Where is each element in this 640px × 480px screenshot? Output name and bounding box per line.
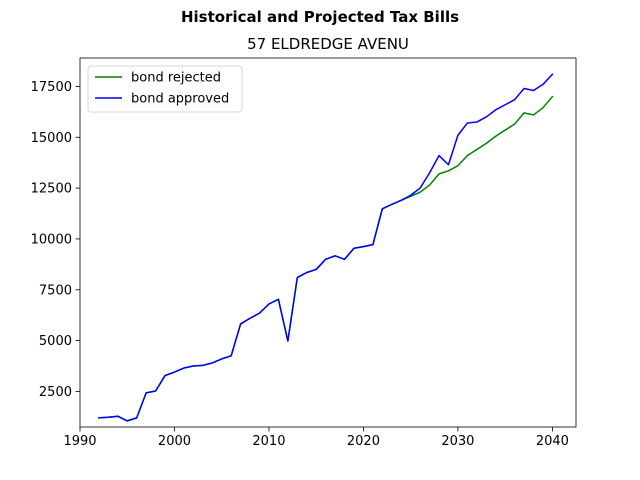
y-tick-label: 12500 xyxy=(31,182,72,197)
y-tick-label: 15000 xyxy=(31,131,72,146)
x-tick-label: 2010 xyxy=(252,434,285,449)
axes-frame xyxy=(79,57,577,428)
legend-label-1: bond approved xyxy=(131,92,229,107)
plot-background xyxy=(80,58,576,427)
x-tick-label: 1990 xyxy=(63,434,96,449)
axes-layer: 1990 2000 2010 2020 2030 2040 2500 5000 7500 1000… xyxy=(31,57,577,449)
y-tick-label: 17500 xyxy=(31,80,72,95)
chart-suptitle: Historical and Projected Tax Bills xyxy=(181,8,459,26)
chart-title: 57 ELDREDGE AVENU xyxy=(247,35,409,53)
legend-label-0: bond rejected xyxy=(131,71,221,86)
legend-box xyxy=(87,65,243,113)
y-tick-label: 7500 xyxy=(39,283,72,298)
x-tick-label: 2040 xyxy=(536,434,569,449)
y-tick-label: 10000 xyxy=(31,232,72,247)
x-tick-label: 2030 xyxy=(441,434,474,449)
x-tick-label: 2000 xyxy=(158,434,191,449)
plot-area xyxy=(80,58,576,427)
y-tick-label: 2500 xyxy=(39,385,72,400)
y-tick-label: 5000 xyxy=(39,334,72,349)
series-layer xyxy=(98,73,554,422)
x-tick-label: 2020 xyxy=(347,434,380,449)
legend: bond rejected bond approved xyxy=(87,65,243,113)
series-line-1 xyxy=(98,73,554,422)
